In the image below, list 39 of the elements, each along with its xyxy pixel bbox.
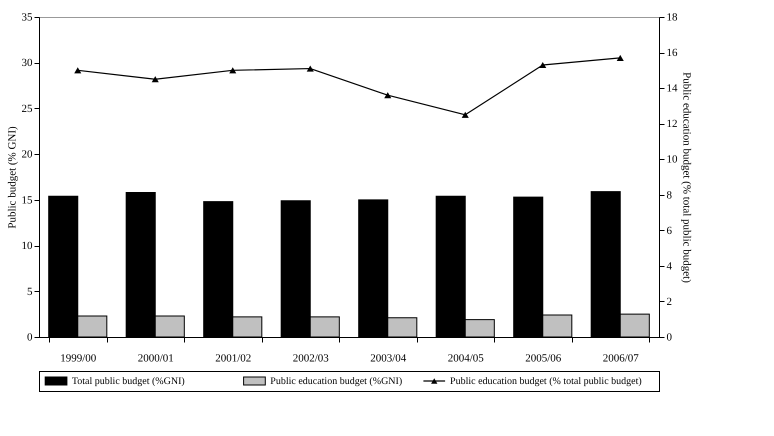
y2-tick-label: 12 [666, 118, 678, 130]
y2-tick-label: 16 [666, 47, 678, 60]
x-tick-label: 2005/06 [525, 352, 562, 364]
y2-tick-label: 0 [666, 332, 672, 344]
y-tick-label: 30 [22, 57, 33, 70]
legend-label: Public education budget (% total public budget) [450, 376, 642, 387]
point [74, 67, 82, 74]
x-tick-label: 2002/03 [292, 352, 330, 364]
y2-axis-title: Public education budget (% total public budget) [680, 72, 692, 284]
x-tick-label: 2006/07 [602, 352, 640, 364]
legend-label: Public education budget (%GNI) [270, 376, 402, 387]
x-tick-label: 2003/04 [370, 352, 407, 364]
y-tick-label: 15 [22, 194, 33, 206]
point [306, 65, 314, 72]
y2-tick-label: 18 [666, 12, 678, 24]
y2-tick-label: 14 [666, 82, 678, 95]
y-tick-label: 5 [27, 286, 33, 298]
legend-label: Total public budget (%GNI) [72, 376, 185, 387]
y-tick-label: 35 [22, 12, 33, 24]
y-tick-label: 20 [22, 148, 33, 161]
y2-tick-label: 10 [666, 154, 678, 166]
y2-tick-label: 4 [666, 260, 672, 272]
y2-tick-label: 6 [666, 224, 672, 237]
y-axis-title: Public budget (% GNI) [6, 126, 18, 229]
y-tick-label: 25 [22, 102, 33, 115]
x-tick-label: 2004/05 [448, 352, 484, 364]
point [539, 62, 546, 68]
point [462, 112, 469, 118]
point [616, 54, 624, 61]
x-tick-label: 2000/01 [138, 352, 174, 364]
x-tick-label: 2001/02 [215, 352, 252, 364]
y2-tick-label: 2 [666, 296, 672, 308]
point [229, 67, 236, 74]
y2-tick-label: 8 [666, 189, 672, 202]
y-tick-label: 10 [22, 240, 33, 252]
y-tick-label: 0 [27, 332, 33, 344]
point [152, 76, 159, 82]
point [384, 92, 392, 98]
x-tick-label: 1999/00 [60, 352, 97, 364]
